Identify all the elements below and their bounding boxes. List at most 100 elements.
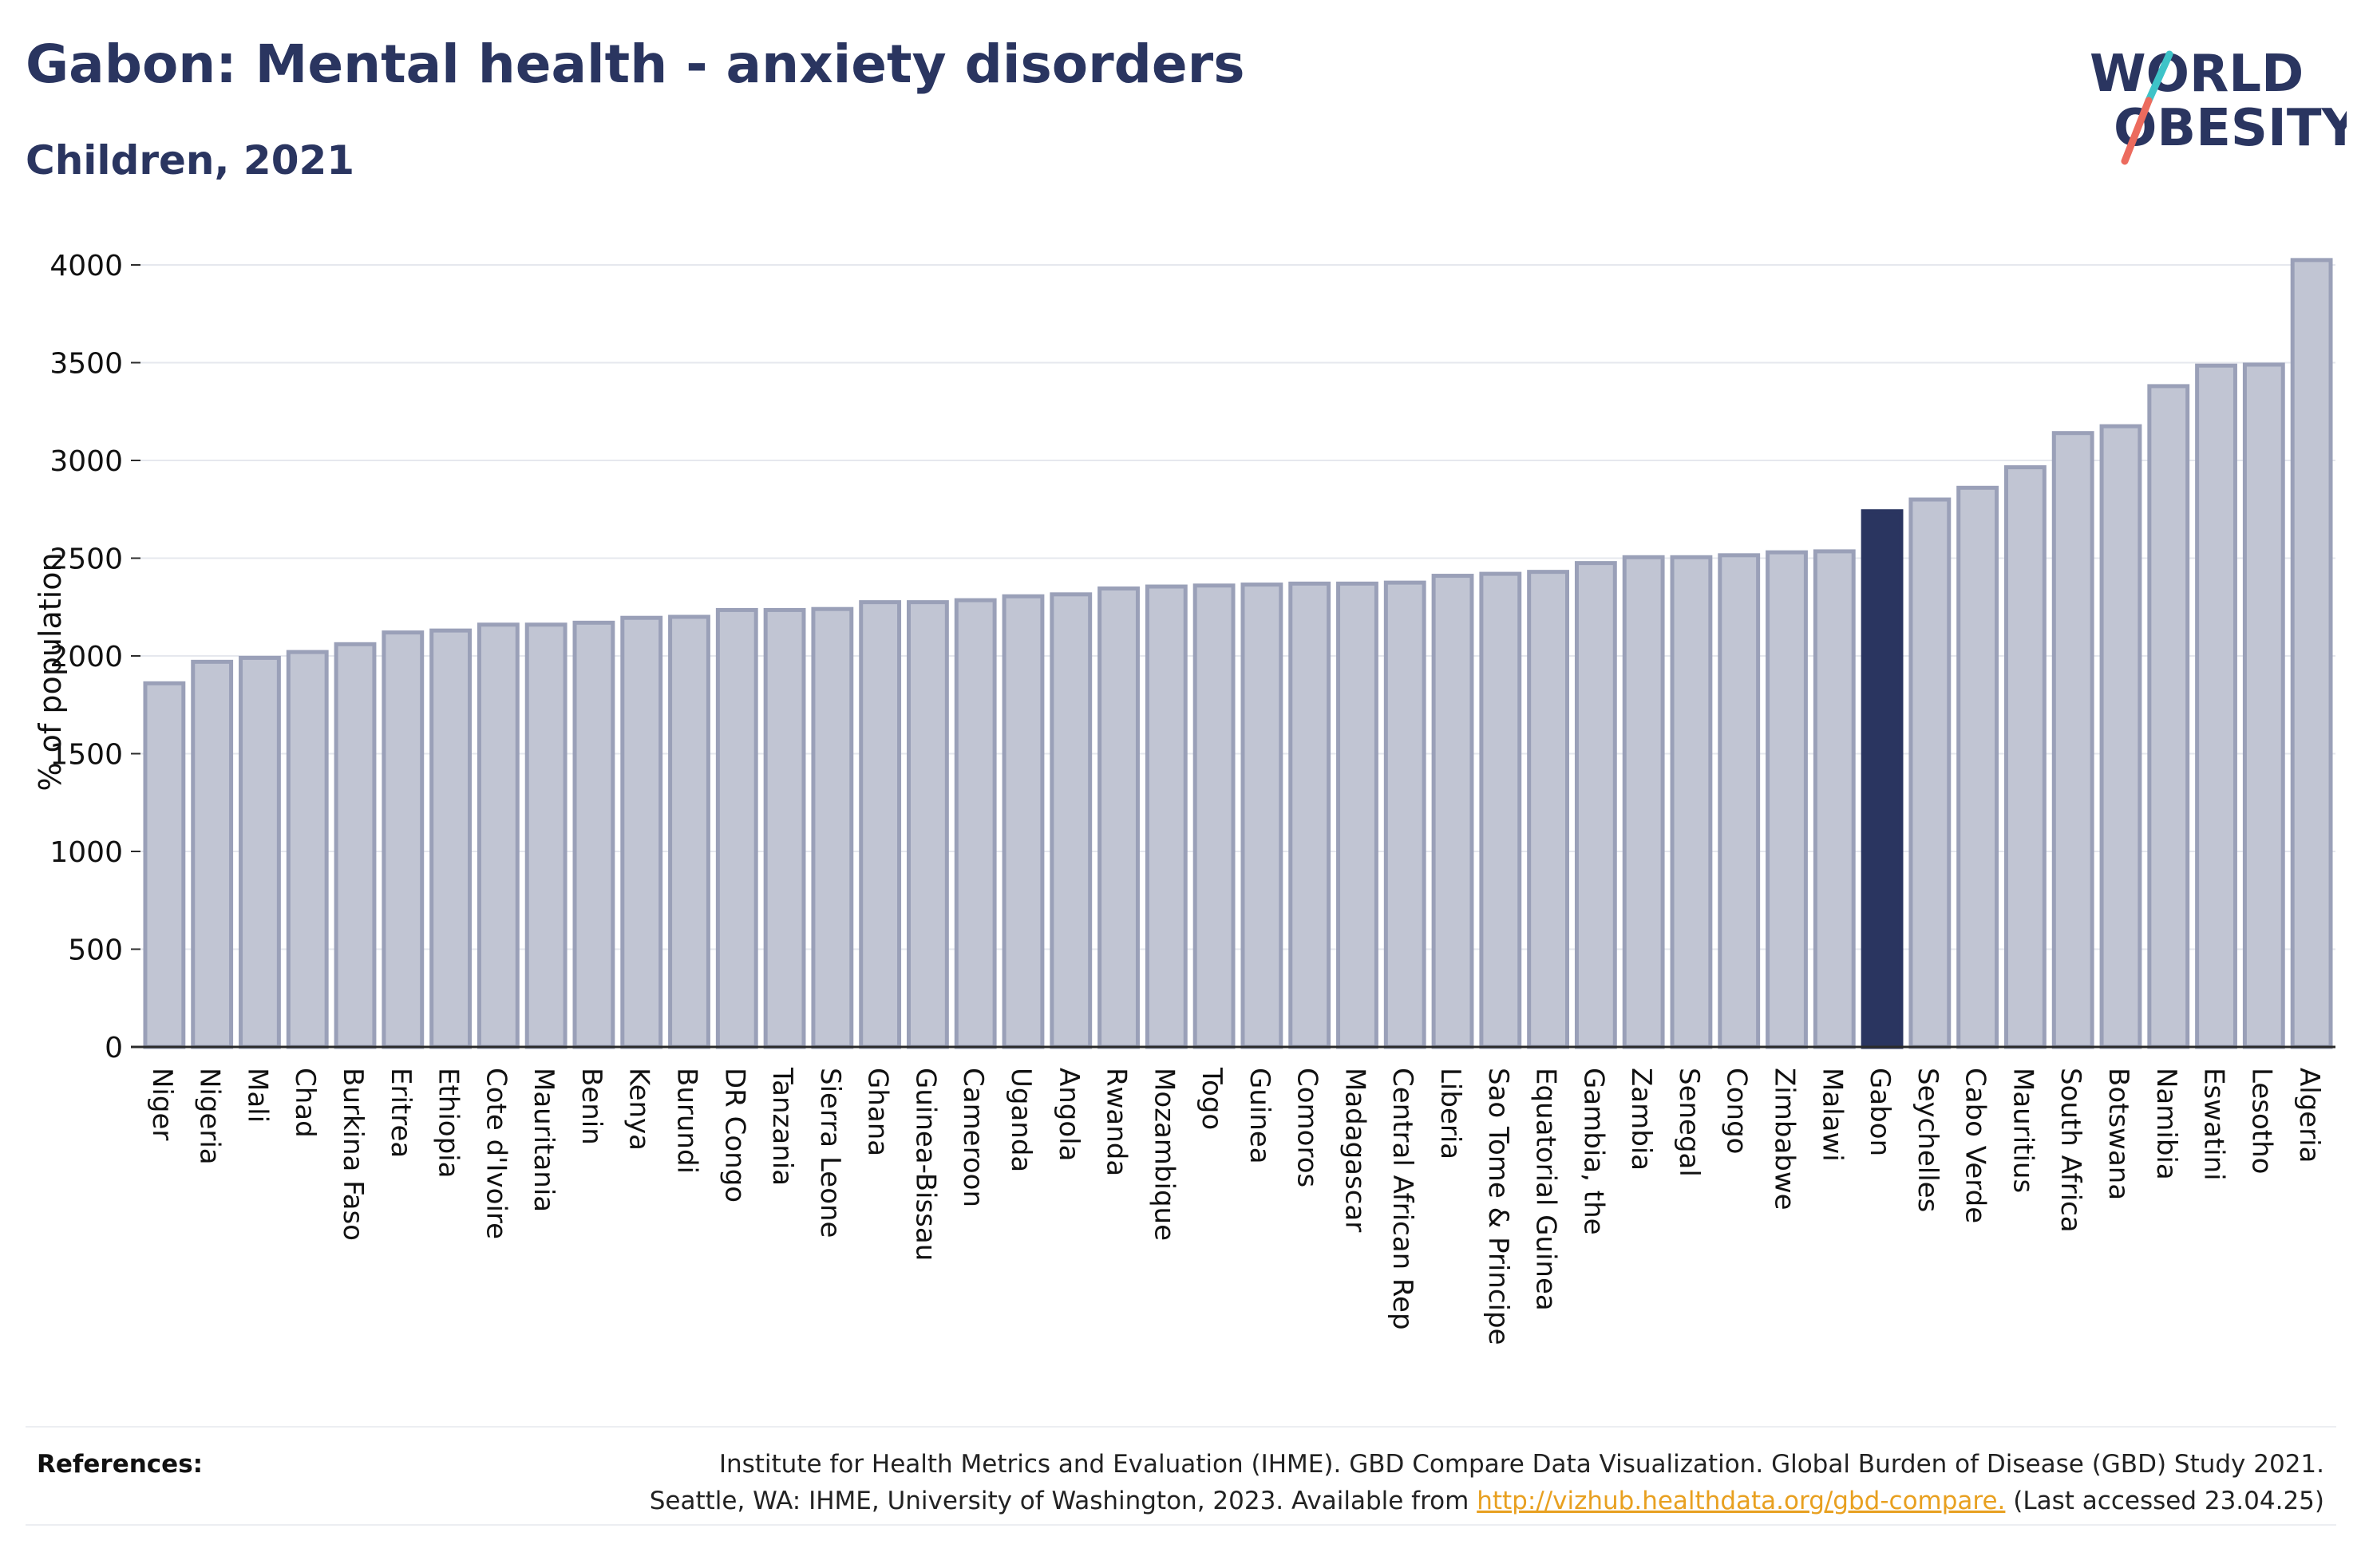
x-tick-label: South Africa <box>2055 1068 2086 1233</box>
x-tick-label: Eritrea <box>385 1068 417 1158</box>
x-tick-label: Burkina Faso <box>337 1068 369 1241</box>
bar-uganda <box>1002 594 1045 1049</box>
x-tick-label: Malawi <box>1816 1068 1848 1162</box>
y-tick-label: 4000 <box>49 250 123 282</box>
bar-kenya <box>620 615 663 1049</box>
x-tick-label: Togo <box>1196 1067 1228 1130</box>
bar-angola <box>1050 592 1093 1049</box>
x-tick-label: Angola <box>1053 1068 1085 1161</box>
x-tick-label: Kenya <box>623 1068 655 1151</box>
y-axis-title: % of population <box>33 552 68 791</box>
bar-cameroon <box>954 598 997 1049</box>
bar-gambia-the <box>1574 561 1617 1049</box>
bar-mauritania <box>524 622 568 1049</box>
bar-algeria <box>2290 258 2333 1049</box>
x-tick-label: Benin <box>575 1068 607 1145</box>
y-tick-label: 3000 <box>49 445 123 478</box>
bar-zambia <box>1622 555 1665 1049</box>
bar-nigeria <box>191 659 234 1049</box>
x-tick-label: Congo <box>1721 1068 1753 1154</box>
bar-burkina-faso <box>334 642 377 1049</box>
bar-eswatini <box>2195 363 2237 1049</box>
x-axis-labels: Niger Nigeria Mali Chad Burkina Faso Eritrea E… <box>146 1067 2325 1345</box>
x-tick-label: Guinea <box>1244 1068 1275 1164</box>
bar-madagascar <box>1336 581 1378 1049</box>
bar-malawi <box>1813 549 1856 1049</box>
bar-guinea <box>1240 583 1283 1049</box>
x-tick-label: Ethiopia <box>433 1068 465 1178</box>
x-tick-label: Sierra Leone <box>814 1068 846 1238</box>
y-tick-label: 2500 <box>49 543 123 576</box>
bar-liberia <box>1431 574 1474 1049</box>
bar-mozambique <box>1145 584 1188 1049</box>
x-tick-label: Equatorial Guinea <box>1530 1068 1562 1311</box>
bar-south-africa <box>2051 431 2094 1049</box>
reference-link[interactable]: http://vizhub.healthdata.org/gbd-compare… <box>1477 1487 2006 1515</box>
bar-central-african-rep <box>1383 580 1426 1049</box>
bar-cote-d-ivoire <box>477 622 520 1049</box>
footer-divider-top <box>26 1426 2336 1428</box>
x-tick-label: Cabo Verde <box>1960 1068 1991 1223</box>
x-tick-label: Uganda <box>1005 1068 1037 1172</box>
bar-chad <box>286 650 329 1049</box>
x-tick-label: Gabon <box>1864 1068 1896 1156</box>
x-tick-label: Mauritania <box>528 1068 560 1212</box>
bar-namibia <box>2147 384 2190 1049</box>
logo-line-1: WORLD <box>2090 45 2304 104</box>
bar-gabon <box>1861 509 1904 1049</box>
bar-guinea-bissau <box>907 600 949 1049</box>
y-tick-label: 0 <box>105 1032 123 1064</box>
chart-bars <box>143 258 2333 1049</box>
x-tick-label: Eswatini <box>2198 1068 2230 1181</box>
x-tick-label: Burundi <box>671 1068 703 1174</box>
x-tick-label: DR Congo <box>718 1068 750 1203</box>
x-tick-label: Ghana <box>862 1068 894 1156</box>
bar-ethiopia <box>429 628 472 1049</box>
bar-lesotho <box>2242 362 2285 1049</box>
x-tick-label: Mozambique <box>1148 1068 1180 1241</box>
bar-congo <box>1718 553 1761 1049</box>
references-label: References: <box>37 1450 204 1479</box>
page-title: Gabon: Mental health - anxiety disorders <box>26 34 1245 95</box>
reference-line-2-prefix: Seattle, WA: IHME, University of Washing… <box>649 1487 1477 1515</box>
bar-tanzania <box>763 607 806 1049</box>
bar-seychelles <box>1908 497 1952 1049</box>
y-tick-label: 1500 <box>49 739 123 772</box>
bar-burundi <box>668 614 710 1049</box>
x-tick-label: Nigeria <box>194 1068 226 1165</box>
page-subtitle: Children, 2021 <box>26 137 355 184</box>
x-tick-label: Cameroon <box>957 1068 989 1207</box>
bar-zimbabwe <box>1766 550 1808 1049</box>
x-tick-label: Zambia <box>1625 1068 1657 1171</box>
bar-senegal <box>1670 555 1713 1049</box>
world-obesity-logo: WORLD OBESITY <box>2090 45 2347 165</box>
bar-togo <box>1192 583 1236 1049</box>
x-tick-label: Cote d'Ivoire <box>480 1068 512 1239</box>
x-tick-label: Tanzania <box>766 1067 798 1186</box>
logo-line-2: OBESITY <box>2114 99 2347 158</box>
bar-cabo-verde <box>1956 485 1999 1049</box>
bar-dr-congo <box>715 607 758 1049</box>
x-tick-label: Comoros <box>1291 1068 1323 1187</box>
bar-niger <box>143 681 186 1049</box>
bar-rwanda <box>1097 586 1140 1049</box>
y-tick-label: 1000 <box>49 836 123 869</box>
x-tick-label: Senegal <box>1673 1068 1705 1177</box>
bar-equatorial-guinea <box>1527 570 1570 1049</box>
bar-ghana <box>859 600 902 1049</box>
x-tick-label: Guinea-Bissau <box>909 1068 941 1261</box>
x-tick-label: Chad <box>289 1068 321 1138</box>
footer-divider-bottom <box>26 1524 2336 1526</box>
x-tick-label: Central African Rep <box>1386 1068 1418 1330</box>
x-tick-label: Lesotho <box>2245 1068 2277 1174</box>
x-tick-label: Seychelles <box>1912 1068 1944 1212</box>
bar-botswana <box>2099 424 2142 1049</box>
x-tick-label: Gambia, the <box>1577 1068 1609 1235</box>
y-tick-label: 2000 <box>49 641 123 673</box>
x-tick-label: Sao Tome & Principe <box>1482 1068 1514 1345</box>
x-tick-label: Liberia <box>1434 1068 1466 1159</box>
bar-mali <box>239 655 281 1049</box>
reference-line-2-suffix: (Last accessed 23.04.25) <box>2005 1487 2324 1515</box>
references-text: Institute for Health Metrics and Evaluat… <box>488 1446 2324 1519</box>
x-tick-label: Botswana <box>2102 1068 2134 1200</box>
